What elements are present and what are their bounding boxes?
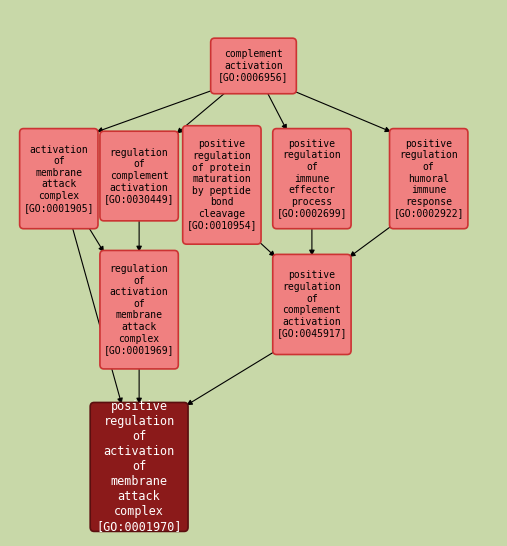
Text: regulation
of
activation
of
membrane
attack
complex
[GO:0001969]: regulation of activation of membrane att… [104,264,174,355]
FancyBboxPatch shape [211,38,296,94]
FancyBboxPatch shape [183,126,261,244]
FancyBboxPatch shape [20,129,98,229]
FancyBboxPatch shape [273,129,351,229]
Text: positive
regulation
of
activation
of
membrane
attack
complex
[GO:0001970]: positive regulation of activation of mem… [96,400,182,533]
Text: regulation
of
complement
activation
[GO:0030449]: regulation of complement activation [GO:… [104,148,174,204]
Text: positive
regulation
of
humoral
immune
response
[GO:0002922]: positive regulation of humoral immune re… [393,139,464,218]
Text: positive
regulation
of protein
maturation
by peptide
bond
cleavage
[GO:0010954]: positive regulation of protein maturatio… [187,139,257,230]
FancyBboxPatch shape [100,251,178,369]
Text: complement
activation
[GO:0006956]: complement activation [GO:0006956] [218,49,289,82]
FancyBboxPatch shape [90,402,188,531]
FancyBboxPatch shape [389,129,468,229]
FancyBboxPatch shape [100,131,178,221]
Text: positive
regulation
of
immune
effector
process
[GO:0002699]: positive regulation of immune effector p… [277,139,347,218]
Text: activation
of
membrane
attack
complex
[GO:0001905]: activation of membrane attack complex [G… [23,145,94,212]
Text: positive
regulation
of
complement
activation
[GO:0045917]: positive regulation of complement activa… [277,270,347,339]
FancyBboxPatch shape [273,254,351,354]
